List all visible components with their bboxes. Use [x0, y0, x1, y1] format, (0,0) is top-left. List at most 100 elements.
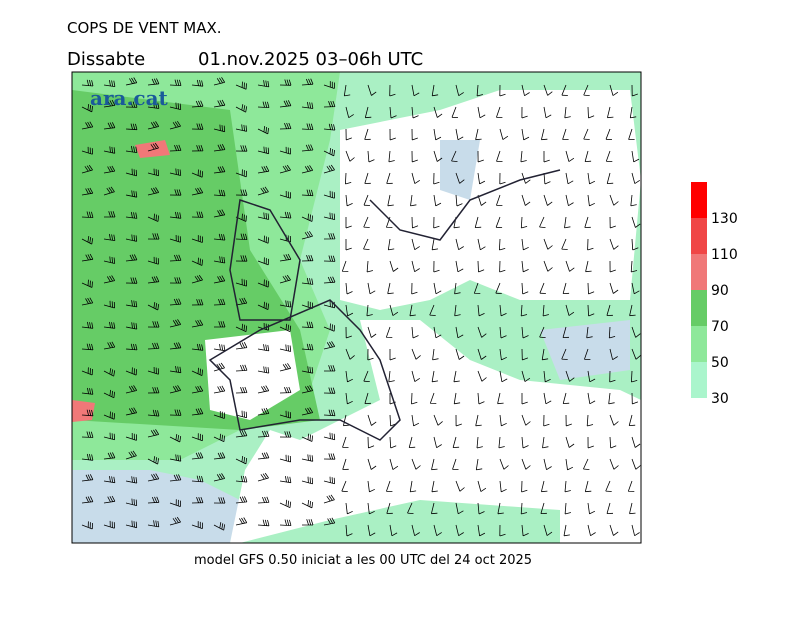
- wind-barb: [543, 414, 550, 427]
- wind-barb: [301, 366, 314, 374]
- wind-barb: [169, 102, 182, 110]
- wind-barb: [521, 480, 528, 493]
- wind-barb: [103, 99, 116, 108]
- wind-barb: [606, 304, 613, 316]
- wind-barb: [561, 348, 568, 360]
- wind-barb: [521, 370, 531, 382]
- wind-barb: [257, 146, 270, 155]
- wind-barb: [367, 458, 377, 470]
- wind-barb: [235, 410, 247, 419]
- wind-barb: [389, 458, 399, 470]
- wind-barb: [235, 189, 248, 196]
- wind-barb: [301, 454, 314, 462]
- sea: [440, 140, 480, 200]
- wind-barb: [477, 238, 486, 251]
- wind-barb: [410, 194, 417, 207]
- wind-barb: [103, 146, 116, 154]
- wind-barb: [103, 368, 116, 377]
- colorbar-label: 50: [711, 355, 729, 371]
- wind-barb: [411, 128, 418, 141]
- wind-barb: [565, 370, 575, 382]
- wind-barb: [213, 233, 226, 241]
- wind-barb: [235, 364, 248, 372]
- wind-barb: [125, 343, 138, 351]
- wind-barb: [366, 260, 374, 273]
- wind-barb: [279, 386, 292, 394]
- wind-barb: [474, 216, 482, 228]
- wind-barb: [521, 414, 531, 426]
- wind-barb: [411, 260, 420, 273]
- wind-barb: [81, 321, 94, 329]
- wind-barb: [431, 84, 439, 97]
- wind-barb: [103, 389, 115, 399]
- wind-barb: [497, 502, 504, 515]
- wind-barb: [103, 275, 116, 284]
- wind-barb: [520, 304, 528, 317]
- wind-barb: [565, 436, 575, 448]
- wind-barb: [409, 480, 417, 493]
- wind-zone: [72, 400, 95, 422]
- wind-barb: [213, 77, 226, 86]
- wind-barb: [213, 189, 226, 197]
- wind-barb: [323, 255, 336, 262]
- wind-barb: [539, 326, 546, 338]
- wind-barb: [81, 521, 93, 530]
- wind-barb: [520, 216, 528, 229]
- wind-barb: [586, 414, 594, 427]
- wind-barb: [631, 84, 638, 97]
- wind-barb: [433, 436, 442, 449]
- wind-barb: [301, 213, 313, 222]
- wind-barb: [367, 502, 375, 515]
- map-frame: [71, 71, 642, 544]
- wind-barb: [455, 480, 465, 492]
- wind-barb: [213, 99, 226, 108]
- wind-barb: [323, 164, 335, 174]
- wind-barb: [477, 524, 486, 537]
- wind-barb: [367, 524, 376, 537]
- wind-barb: [345, 304, 354, 317]
- wind-barb: [81, 79, 94, 87]
- wind-barb: [81, 253, 94, 262]
- wind-barb: [363, 194, 371, 206]
- wind-barb: [342, 458, 349, 470]
- wind-barb: [323, 341, 336, 350]
- subtitle-day: Dissabte: [67, 49, 145, 70]
- wind-barb: [213, 209, 226, 218]
- wind-barb: [451, 106, 459, 118]
- wind-barb: [125, 432, 137, 441]
- wind-barb: [453, 370, 460, 383]
- wind-barb: [125, 367, 137, 376]
- wind-barb: [191, 385, 204, 394]
- wind-barb: [587, 436, 594, 449]
- wind-barb: [191, 367, 203, 376]
- wind-barb: [587, 370, 596, 383]
- sea: [540, 320, 630, 380]
- wind-barb: [385, 326, 393, 338]
- wind-barb: [411, 524, 420, 537]
- title: COPS DE VENT MAX.: [67, 19, 222, 37]
- wind-barb: [521, 436, 529, 449]
- wind-barb: [628, 414, 636, 426]
- colorbar-segment: [691, 362, 707, 398]
- wind-barb: [301, 254, 314, 262]
- wind-barb: [235, 323, 248, 333]
- colorbar-segment: [691, 218, 707, 254]
- wind-barb: [323, 453, 336, 460]
- wind-barb: [564, 216, 571, 229]
- wind-barb: [543, 106, 552, 119]
- wind-barb: [583, 84, 590, 96]
- wind-barb: [235, 297, 248, 306]
- wind-barb: [147, 101, 160, 109]
- wind-barb: [125, 145, 138, 153]
- wind-barb: [496, 106, 503, 118]
- wind-barb: [125, 77, 138, 86]
- wind-barb: [499, 172, 506, 185]
- wind-barb: [411, 216, 419, 229]
- wind-barb: [103, 321, 116, 329]
- wind-barb: [301, 321, 314, 329]
- wind-barb: [409, 304, 416, 317]
- wind-barb: [543, 194, 553, 206]
- wind-barb: [169, 254, 182, 262]
- wind-barb: [609, 238, 619, 250]
- wind-barb: [341, 480, 348, 492]
